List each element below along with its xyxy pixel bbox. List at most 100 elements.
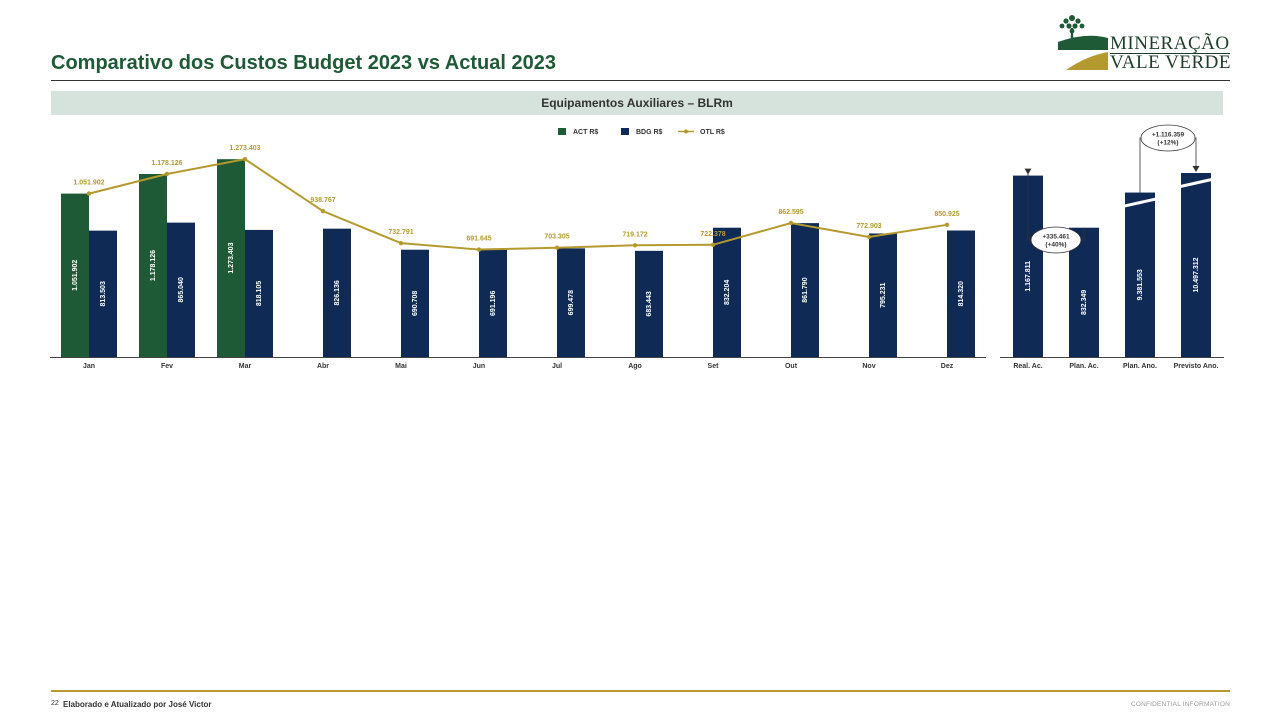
tree-logo-icon — [1058, 15, 1108, 70]
bdg-bar-fev — [167, 222, 195, 357]
bdg-bar-set — [713, 227, 741, 357]
x-tick-label-jul: Jul — [552, 363, 562, 370]
confidential-notice: CONFIDENTIAL INFORMATION — [1130, 701, 1230, 708]
otl-point-label-jan: 1.051.902 — [73, 180, 104, 187]
otl-point-nov — [866, 234, 872, 240]
x-tick-label-nov: Nov — [862, 363, 875, 370]
act-bar-label-fev: 1.178.126 — [150, 250, 157, 281]
otl-point-jan — [86, 191, 92, 196]
otl-point-label-jun: 691.645 — [466, 236, 491, 243]
act-bar-label-jan: 1.051.902 — [72, 260, 79, 291]
x-tick-label-ago: Ago — [628, 363, 642, 370]
x-tick-label-jan: Jan — [83, 363, 95, 370]
bdg-bar-label-mai: 690.708 — [412, 291, 419, 316]
otl-point-label-set: 722.378 — [700, 231, 725, 238]
bdg-bar-label-set: 832.204 — [724, 280, 731, 305]
otl-point-label-jul: 703.305 — [544, 234, 569, 241]
brand-line-1: MINERAÇÃO — [1110, 33, 1230, 54]
variance-callout-1-arrow-icon — [1192, 166, 1200, 172]
otl-line — [88, 158, 948, 251]
summary-bar-label-plan-ac: 832.349 — [1081, 290, 1088, 315]
summary-bar-plan-ano — [1125, 192, 1155, 357]
axis-break-mark-previsto-ano — [1177, 177, 1215, 189]
bdg-bar-mai — [401, 249, 429, 357]
legend-marker-2 — [684, 129, 688, 134]
brand-divider — [1110, 53, 1230, 54]
x-tick-label-mar: Mar — [239, 363, 252, 370]
x-tick-label-fev: Fev — [161, 363, 173, 370]
summary-x-tick-label-previsto-ano: Previsto Ano. — [1174, 363, 1219, 370]
bdg-bar-dez — [947, 230, 975, 357]
x-tick-label-set: Set — [708, 363, 720, 370]
bdg-bar-label-fev: 865.040 — [178, 277, 185, 302]
otl-point-jun — [476, 247, 482, 252]
legend-label-1: BDG R$ — [636, 129, 663, 136]
section-band: Equipamentos Auxiliares – BLRm — [51, 91, 1223, 115]
otl-point-mai — [398, 240, 404, 246]
bdg-bar-label-dez: 814.320 — [958, 281, 965, 306]
otl-point-out — [788, 220, 794, 226]
summary-bar-label-real-ac: 1.167.811 — [1025, 261, 1032, 292]
bdg-bar-out — [791, 223, 819, 357]
otl-point-label-abr: 938.767 — [310, 197, 335, 204]
page-title: Comparativo dos Custos Budget 2023 vs Ac… — [51, 52, 556, 74]
summary-bar-previsto-ano — [1181, 173, 1211, 357]
bdg-bar-label-abr: 826.136 — [334, 280, 341, 305]
bdg-bar-label-out: 861.790 — [802, 277, 809, 302]
summary-x-tick-label-plan-ano: Plan. Ano. — [1123, 363, 1157, 370]
bdg-bar-abr — [323, 228, 351, 357]
variance-callout-0-percent: (+40%) — [1045, 242, 1066, 249]
act-bar-fev — [139, 173, 167, 357]
x-tick-label-mai: Mai — [395, 363, 407, 370]
act-bar-label-mar: 1.273.403 — [228, 242, 235, 273]
page-number: 22 — [51, 700, 59, 707]
legend-swatch-0 — [558, 128, 566, 135]
chart-area: ACT R$ BDG R$ OTL R$ 1.051.902 813.503 Jan 1.1… — [50, 124, 1224, 370]
summary-bar-label-previsto-ano: 10.497.312 — [1193, 257, 1200, 292]
variance-callout-0-arrow-icon — [1024, 168, 1032, 175]
otl-point-dez — [944, 222, 950, 228]
otl-point-fev — [164, 171, 170, 177]
variance-callout-0-bubble — [1030, 226, 1082, 254]
bdg-bar-jul — [557, 248, 585, 357]
otl-point-label-dez: 850.925 — [934, 211, 959, 218]
title-divider — [51, 80, 1230, 81]
legend-swatch-1 — [621, 128, 629, 135]
otl-point-set — [710, 242, 716, 247]
otl-point-ago — [632, 243, 638, 248]
variance-callout-1-percent: (+12%) — [1157, 140, 1178, 147]
author-credit: Elaborado e Atualizado por José Victor — [63, 700, 212, 709]
footer-divider — [51, 690, 1230, 692]
legend-label-0: ACT R$ — [573, 129, 598, 136]
x-tick-label-out: Out — [785, 363, 798, 370]
axis-break-mark-plan-ano — [1121, 197, 1159, 209]
summary-bar-label-plan-ano: 9.381.553 — [1137, 269, 1144, 300]
bdg-bar-mar — [245, 229, 273, 357]
bdg-bar-label-jul: 699.478 — [568, 290, 575, 315]
bdg-bar-label-jun: 691.196 — [490, 291, 497, 316]
otl-point-label-mar: 1.273.403 — [229, 145, 260, 152]
x-tick-label-abr: Abr — [317, 363, 329, 370]
otl-point-jul — [554, 245, 560, 250]
otl-point-label-ago: 719.172 — [622, 231, 647, 238]
act-bar-mar — [217, 159, 245, 357]
variance-callout-0-value: +335.461 — [1042, 234, 1070, 241]
summary-x-tick-label-plan-ac: Plan. Ac. — [1069, 363, 1098, 370]
otl-point-abr — [320, 208, 326, 214]
bdg-bar-ago — [635, 250, 663, 357]
section-title: Equipamentos Auxiliares – BLRm — [541, 96, 733, 110]
act-bar-jan — [61, 193, 89, 357]
otl-point-label-mai: 732.791 — [388, 229, 413, 236]
x-tick-label-dez: Dez — [941, 363, 954, 370]
bdg-bar-jun — [479, 249, 507, 357]
bdg-bar-jan — [89, 230, 117, 357]
summary-x-tick-label-real-ac: Real. Ac. — [1013, 363, 1042, 370]
bdg-bar-label-ago: 683.443 — [646, 291, 653, 316]
legend-label-2: OTL R$ — [700, 129, 725, 136]
variance-callout-1-value: +1.116.359 — [1152, 132, 1185, 139]
company-logo: MINERAÇÃO VALE VERDE — [1056, 10, 1232, 72]
brand-line-2: VALE VERDE — [1110, 52, 1231, 73]
otl-point-label-nov: 772.903 — [856, 223, 881, 230]
bdg-bar-nov — [869, 233, 897, 357]
x-tick-label-jun: Jun — [473, 363, 485, 370]
